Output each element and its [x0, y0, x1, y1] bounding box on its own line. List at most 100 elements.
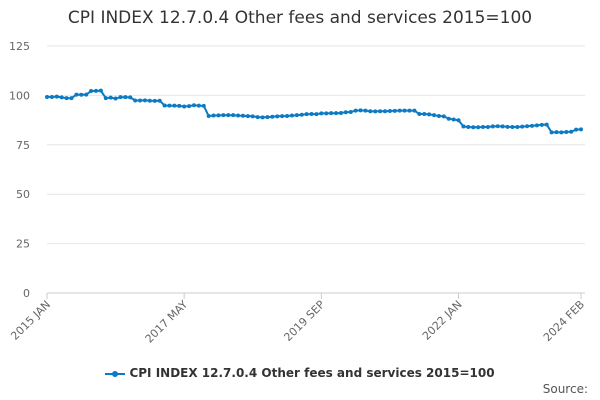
- data-point: [451, 117, 456, 122]
- data-point: [172, 103, 177, 108]
- data-point: [574, 127, 579, 132]
- data-point: [534, 123, 539, 128]
- data-point: [461, 124, 466, 129]
- data-point: [226, 113, 231, 118]
- data-point: [564, 129, 569, 134]
- data-point: [138, 98, 143, 103]
- source-label: Source:: [542, 382, 588, 396]
- data-point: [466, 125, 471, 130]
- data-point: [123, 95, 128, 100]
- x-tick-label: 2019 SEP: [281, 298, 327, 344]
- data-point: [530, 123, 535, 128]
- data-point: [314, 112, 319, 117]
- data-point: [402, 108, 407, 113]
- data-point: [64, 96, 69, 101]
- data-point: [559, 130, 564, 135]
- data-point: [304, 112, 309, 117]
- data-point: [481, 125, 486, 130]
- data-point: [368, 109, 373, 114]
- data-point: [128, 95, 133, 100]
- data-point: [324, 111, 329, 116]
- x-tick-label: 2017 MAY: [143, 298, 191, 346]
- data-point: [49, 94, 54, 99]
- data-point: [505, 124, 510, 129]
- data-point: [373, 109, 378, 114]
- data-point: [206, 113, 211, 118]
- data-point: [334, 111, 339, 116]
- data-point: [432, 113, 437, 118]
- data-point: [383, 109, 388, 114]
- data-point: [265, 115, 270, 120]
- data-point: [270, 114, 275, 119]
- data-point: [211, 113, 216, 118]
- data-point: [387, 109, 392, 114]
- data-point: [490, 124, 495, 129]
- data-point: [539, 122, 544, 127]
- data-point: [187, 104, 192, 109]
- data-point: [294, 113, 299, 118]
- legend-label: CPI INDEX 12.7.0.4 Other fees and servic…: [129, 366, 495, 380]
- data-point: [510, 125, 515, 130]
- data-point: [500, 124, 505, 129]
- data-point: [191, 103, 196, 108]
- data-point: [133, 98, 138, 103]
- data-point: [309, 111, 314, 116]
- data-point: [59, 95, 64, 100]
- legend[interactable]: CPI INDEX 12.7.0.4 Other fees and servic…: [0, 366, 600, 380]
- data-point: [569, 129, 574, 134]
- data-point: [118, 95, 123, 100]
- data-point: [236, 113, 241, 118]
- data-point: [260, 115, 265, 120]
- data-point: [456, 118, 461, 123]
- data-point: [397, 108, 402, 113]
- data-point: [471, 125, 476, 130]
- data-point: [89, 89, 94, 94]
- data-point: [255, 115, 260, 120]
- data-point: [54, 94, 59, 99]
- data-point: [221, 113, 226, 118]
- data-point: [338, 110, 343, 115]
- data-point: [113, 96, 118, 101]
- data-point: [45, 94, 49, 99]
- data-point: [231, 113, 236, 118]
- data-point: [579, 127, 583, 132]
- data-point: [544, 122, 549, 127]
- data-point: [441, 114, 446, 119]
- y-tick-label: 25: [16, 238, 30, 251]
- data-point: [427, 112, 432, 117]
- data-point: [476, 125, 481, 130]
- data-point: [280, 114, 285, 119]
- y-tick-label: 50: [16, 188, 30, 201]
- data-point: [285, 113, 290, 118]
- data-point: [549, 130, 554, 135]
- data-point: [417, 111, 422, 116]
- data-point: [319, 111, 324, 116]
- data-point: [167, 103, 172, 108]
- data-point: [412, 108, 417, 113]
- data-point: [201, 103, 206, 108]
- data-point: [250, 114, 255, 119]
- x-tick-label: 2022 JAN: [420, 298, 465, 343]
- data-point: [436, 113, 441, 118]
- data-point: [182, 104, 187, 109]
- data-point: [485, 125, 490, 130]
- data-point: [157, 98, 162, 103]
- data-point: [196, 103, 201, 108]
- data-point: [520, 124, 525, 129]
- data-point: [363, 108, 368, 113]
- legend-swatch: [105, 370, 126, 377]
- data-point: [392, 108, 397, 113]
- x-tick-label: 2024 FEB: [541, 298, 587, 344]
- data-point: [348, 109, 353, 114]
- data-point: [93, 88, 98, 93]
- data-point: [554, 130, 559, 135]
- data-point: [275, 114, 280, 119]
- data-point: [98, 88, 103, 93]
- data-point: [378, 109, 383, 114]
- data-point: [147, 98, 152, 103]
- data-point: [407, 108, 412, 113]
- data-point: [358, 108, 363, 113]
- data-point: [446, 116, 451, 121]
- data-point: [177, 103, 182, 108]
- data-point: [329, 111, 334, 116]
